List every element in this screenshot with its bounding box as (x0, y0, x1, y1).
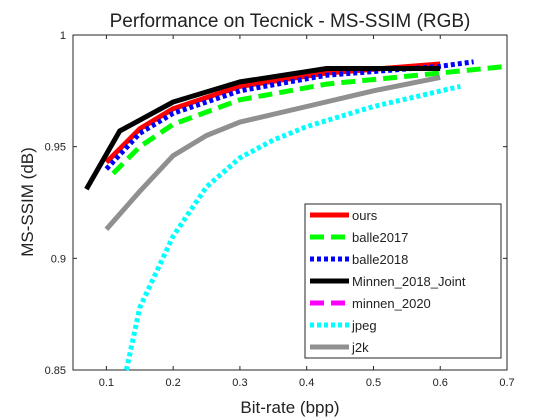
x-tick-label: 0.4 (299, 377, 314, 389)
legend-label: j2k (351, 340, 369, 355)
x-tick-label: 0.1 (99, 377, 114, 389)
series-line-minnen-2018-joint (84, 66, 441, 191)
y-tick-label: 1 (60, 30, 66, 42)
legend-label: balle2018 (352, 252, 408, 267)
x-tick-label: 0.2 (166, 377, 181, 389)
x-tick-label: 0.6 (433, 377, 448, 389)
series-line-balle2017 (111, 63, 508, 176)
x-tick-label: 0.7 (499, 377, 514, 389)
y-tick-label: 0.95 (45, 142, 66, 154)
x-axis-ticks: 0.1 0.2 0.3 0.4 0.5 0.6 0.7 (99, 35, 515, 389)
y-axis-ticks: 0.85 0.9 0.95 1 (45, 30, 507, 377)
legend-label: ours (352, 208, 378, 223)
y-tick-label: 0.85 (45, 365, 66, 377)
legend: ours balle2017 balle2018 Minnen_2018_Jointm… (304, 203, 502, 359)
chart-title: Performance on Tecnick - MS-SSIM (RGB) (110, 11, 471, 32)
series-line-jpeg (123, 83, 461, 371)
legend-label: balle2017 (352, 230, 408, 245)
series-line-j2k (104, 74, 441, 231)
y-tick-label: 0.9 (51, 253, 66, 265)
legend-label: jpeg (351, 318, 377, 333)
series-line-ours (104, 61, 441, 165)
series-lines (84, 59, 508, 371)
legend-label: Minnen_2018_Joint (352, 274, 466, 289)
y-axis-label: MS-SSIM (dB) (18, 147, 37, 257)
legend-label: minnen_2020 (352, 296, 431, 311)
x-axis-label: Bit-rate (bpp) (240, 398, 339, 417)
x-tick-label: 0.5 (366, 377, 381, 389)
x-tick-label: 0.3 (232, 377, 247, 389)
